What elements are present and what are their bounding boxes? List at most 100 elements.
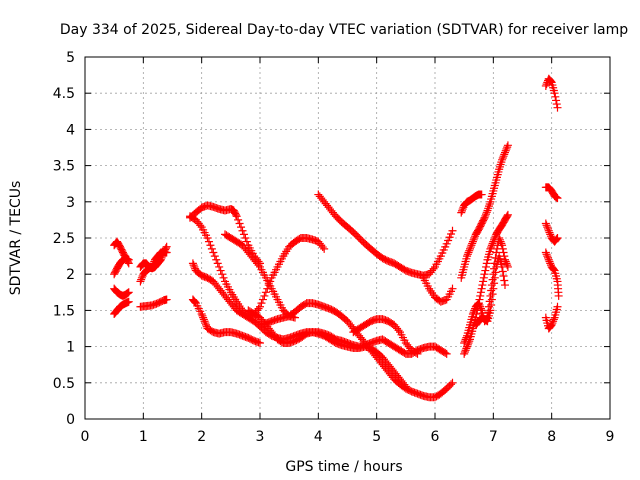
- data-point: [462, 344, 471, 353]
- data-point: [460, 337, 469, 346]
- data-point: [542, 250, 551, 259]
- data-point: [490, 279, 499, 288]
- data-point: [441, 348, 450, 357]
- data-point: [541, 81, 550, 90]
- series-arc-y: [541, 219, 562, 246]
- data-point: [468, 310, 477, 319]
- data-point: [501, 255, 509, 264]
- data-point: [261, 288, 270, 297]
- data-point: [212, 255, 221, 264]
- data-point: [162, 295, 171, 304]
- data-point: [474, 299, 483, 308]
- data-point: [190, 262, 199, 271]
- data-point: [197, 310, 206, 319]
- data-point: [481, 211, 490, 220]
- data-point: [503, 261, 512, 270]
- series-arc-k: [188, 259, 410, 391]
- data-point: [219, 273, 228, 282]
- x-tick-label: 9: [606, 429, 615, 445]
- data-point: [489, 270, 498, 279]
- data-point: [501, 281, 509, 290]
- data-point: [550, 89, 559, 98]
- series-arc-s: [457, 141, 512, 282]
- data-point: [254, 261, 263, 270]
- x-tick-label: 2: [197, 429, 206, 445]
- data-point: [256, 302, 264, 311]
- data-point: [231, 210, 240, 219]
- data-point: [241, 234, 250, 242]
- data-point: [546, 259, 555, 268]
- data-point: [448, 378, 457, 387]
- data-point: [461, 335, 470, 344]
- series-arc-x: [541, 183, 562, 203]
- data-point: [548, 319, 557, 328]
- data-point: [469, 235, 478, 244]
- series-arc-j: [221, 230, 299, 322]
- data-points: [110, 74, 563, 402]
- data-point: [503, 212, 512, 221]
- data-point: [149, 259, 158, 268]
- data-point: [209, 248, 218, 257]
- data-point: [254, 304, 263, 313]
- data-point: [553, 194, 562, 203]
- data-point: [491, 268, 500, 277]
- series-arc-t: [460, 210, 512, 358]
- data-point: [541, 248, 550, 257]
- data-point: [238, 226, 247, 235]
- series-arc-b: [110, 254, 133, 279]
- data-point: [215, 262, 224, 271]
- data-point: [549, 264, 558, 273]
- series-arc-d: [110, 297, 133, 319]
- data-point: [543, 252, 552, 261]
- data-point: [260, 291, 269, 300]
- data-point: [199, 313, 208, 322]
- data-point: [544, 253, 553, 262]
- data-point: [234, 215, 243, 224]
- data-point: [503, 143, 512, 152]
- series-arc-o: [349, 315, 422, 358]
- data-point: [547, 320, 556, 329]
- series-arc-v: [471, 252, 509, 329]
- x-tick-label: 3: [256, 429, 265, 445]
- data-point: [467, 241, 476, 250]
- data-point: [477, 284, 486, 293]
- data-point: [498, 153, 507, 162]
- data-point: [553, 103, 562, 112]
- x-tick-label: 5: [372, 429, 381, 445]
- data-point: [488, 275, 497, 284]
- data-point: [469, 308, 478, 317]
- data-point: [542, 221, 551, 230]
- data-point: [461, 346, 470, 355]
- data-point: [496, 237, 505, 246]
- y-tick-label: 0: [66, 412, 75, 428]
- data-point: [480, 213, 489, 222]
- data-point: [489, 284, 498, 293]
- data-point: [478, 281, 487, 290]
- data-point: [501, 148, 509, 157]
- data-point: [190, 297, 199, 306]
- data-point: [124, 288, 133, 297]
- data-point: [554, 291, 563, 300]
- data-point: [486, 306, 495, 315]
- data-point: [196, 221, 205, 230]
- data-point: [498, 262, 507, 271]
- data-point: [482, 208, 491, 217]
- data-point: [207, 244, 216, 253]
- series-arc-r: [457, 190, 486, 217]
- data-point: [199, 315, 208, 324]
- y-tick-label: 2.5: [53, 231, 75, 247]
- data-point: [442, 349, 451, 358]
- data-point: [497, 239, 506, 248]
- data-point: [466, 243, 475, 252]
- data-point: [475, 300, 484, 309]
- x-tick-label: 4: [314, 429, 323, 445]
- data-point: [503, 210, 512, 219]
- data-point: [137, 275, 146, 284]
- data-point: [552, 234, 561, 243]
- data-point: [553, 302, 562, 311]
- data-point: [482, 259, 491, 268]
- data-point: [498, 241, 507, 250]
- data-point: [480, 270, 489, 279]
- y-tick-label: 3.5: [53, 159, 75, 175]
